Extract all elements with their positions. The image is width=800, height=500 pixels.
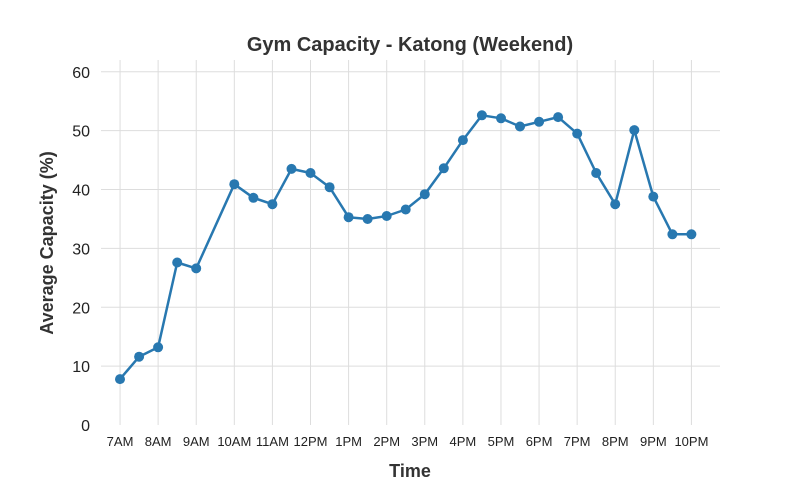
x-tick-label: 8AM (145, 434, 172, 449)
x-tick-label: 9AM (183, 434, 210, 449)
data-point (476, 110, 487, 121)
x-tick-label: 5PM (488, 434, 515, 449)
x-axis-ticks: 7AM 8AM 9AM 10AM 11AM 12PM 1PM 2PM 3PM 4PM 5PM 6PM 7… (107, 434, 709, 449)
y-axis-label: Average Capacity (%) (37, 151, 57, 334)
data-point (343, 212, 354, 223)
data-point (324, 182, 335, 193)
x-tick-label: 10AM (217, 434, 251, 449)
data-point (153, 342, 164, 353)
series-line (119, 114, 692, 380)
data-point (267, 199, 278, 210)
x-tick-label: 1PM (335, 434, 362, 449)
data-point (400, 204, 411, 215)
x-tick-label: 3PM (411, 434, 438, 449)
y-axis-ticks: 0 10 20 30 40 50 60 (72, 65, 90, 435)
data-point (534, 116, 545, 127)
data-point (191, 263, 202, 274)
data-point (515, 121, 525, 132)
data-point (305, 168, 316, 178)
data-point (457, 135, 468, 146)
data-point (381, 211, 392, 221)
data-point (248, 192, 259, 203)
x-tick-label: 8PM (602, 434, 629, 449)
data-point (115, 374, 125, 385)
y-tick-label: 20 (72, 300, 90, 317)
data-point (172, 257, 183, 268)
y-tick-label: 60 (72, 65, 90, 82)
x-tick-label: 6PM (526, 434, 553, 449)
y-tick-label: 30 (72, 241, 90, 258)
series-layer (115, 110, 697, 385)
chart-title: Gym Capacity - Katong (Weekend) (247, 34, 573, 56)
data-point (667, 229, 678, 240)
grid-lines (101, 60, 720, 425)
y-tick-label: 0 (81, 418, 90, 435)
data-point (362, 214, 373, 224)
x-axis-label: Time (389, 461, 431, 481)
data-point (134, 351, 145, 362)
data-point (496, 113, 506, 124)
data-point (648, 191, 659, 202)
data-point (572, 128, 583, 139)
y-tick-label: 50 (72, 124, 90, 141)
data-point (686, 229, 697, 240)
y-tick-label: 10 (72, 359, 90, 376)
x-tick-label: 2PM (373, 434, 400, 449)
x-tick-label: 9PM (640, 434, 667, 449)
x-tick-label: 7PM (564, 434, 591, 449)
data-point (591, 168, 602, 178)
x-tick-label: 12PM (294, 434, 328, 449)
x-tick-label: 4PM (450, 434, 477, 449)
data-point (286, 163, 297, 174)
data-point (229, 179, 240, 190)
data-point (438, 163, 449, 174)
x-tick-label: 7AM (107, 434, 134, 449)
x-tick-label: 11AM (256, 434, 289, 449)
x-tick-label: 10PM (674, 434, 708, 449)
data-point (419, 189, 430, 200)
data-point (629, 125, 640, 136)
y-tick-label: 40 (72, 183, 90, 200)
data-point (553, 112, 564, 123)
data-point (610, 199, 621, 210)
